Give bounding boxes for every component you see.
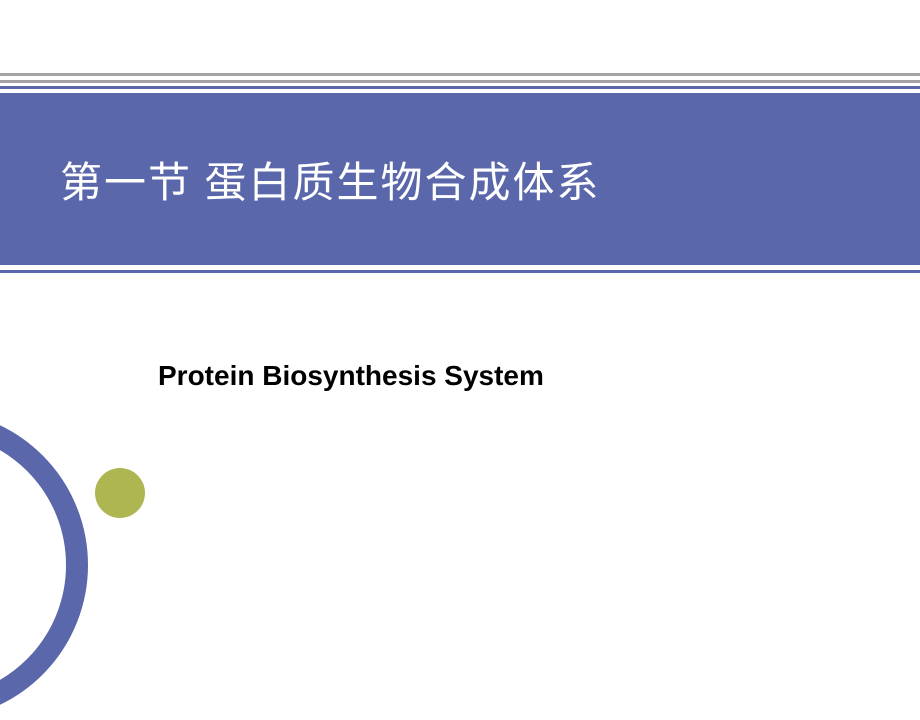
band-border-bottom: [0, 270, 920, 273]
slide-subtitle: Protein Biosynthesis System: [158, 360, 880, 392]
decorative-line-1: [0, 73, 920, 76]
subtitle-area: Protein Biosynthesis System: [158, 360, 880, 392]
decorative-line-2: [0, 80, 920, 83]
decorative-circle-large: [0, 410, 88, 720]
band-border-top: [0, 86, 920, 89]
title-band: 第一节 蛋白质生物合成体系: [0, 90, 920, 268]
decorative-circle-small: [95, 468, 145, 518]
slide-title: 第一节 蛋白质生物合成体系: [60, 149, 601, 210]
